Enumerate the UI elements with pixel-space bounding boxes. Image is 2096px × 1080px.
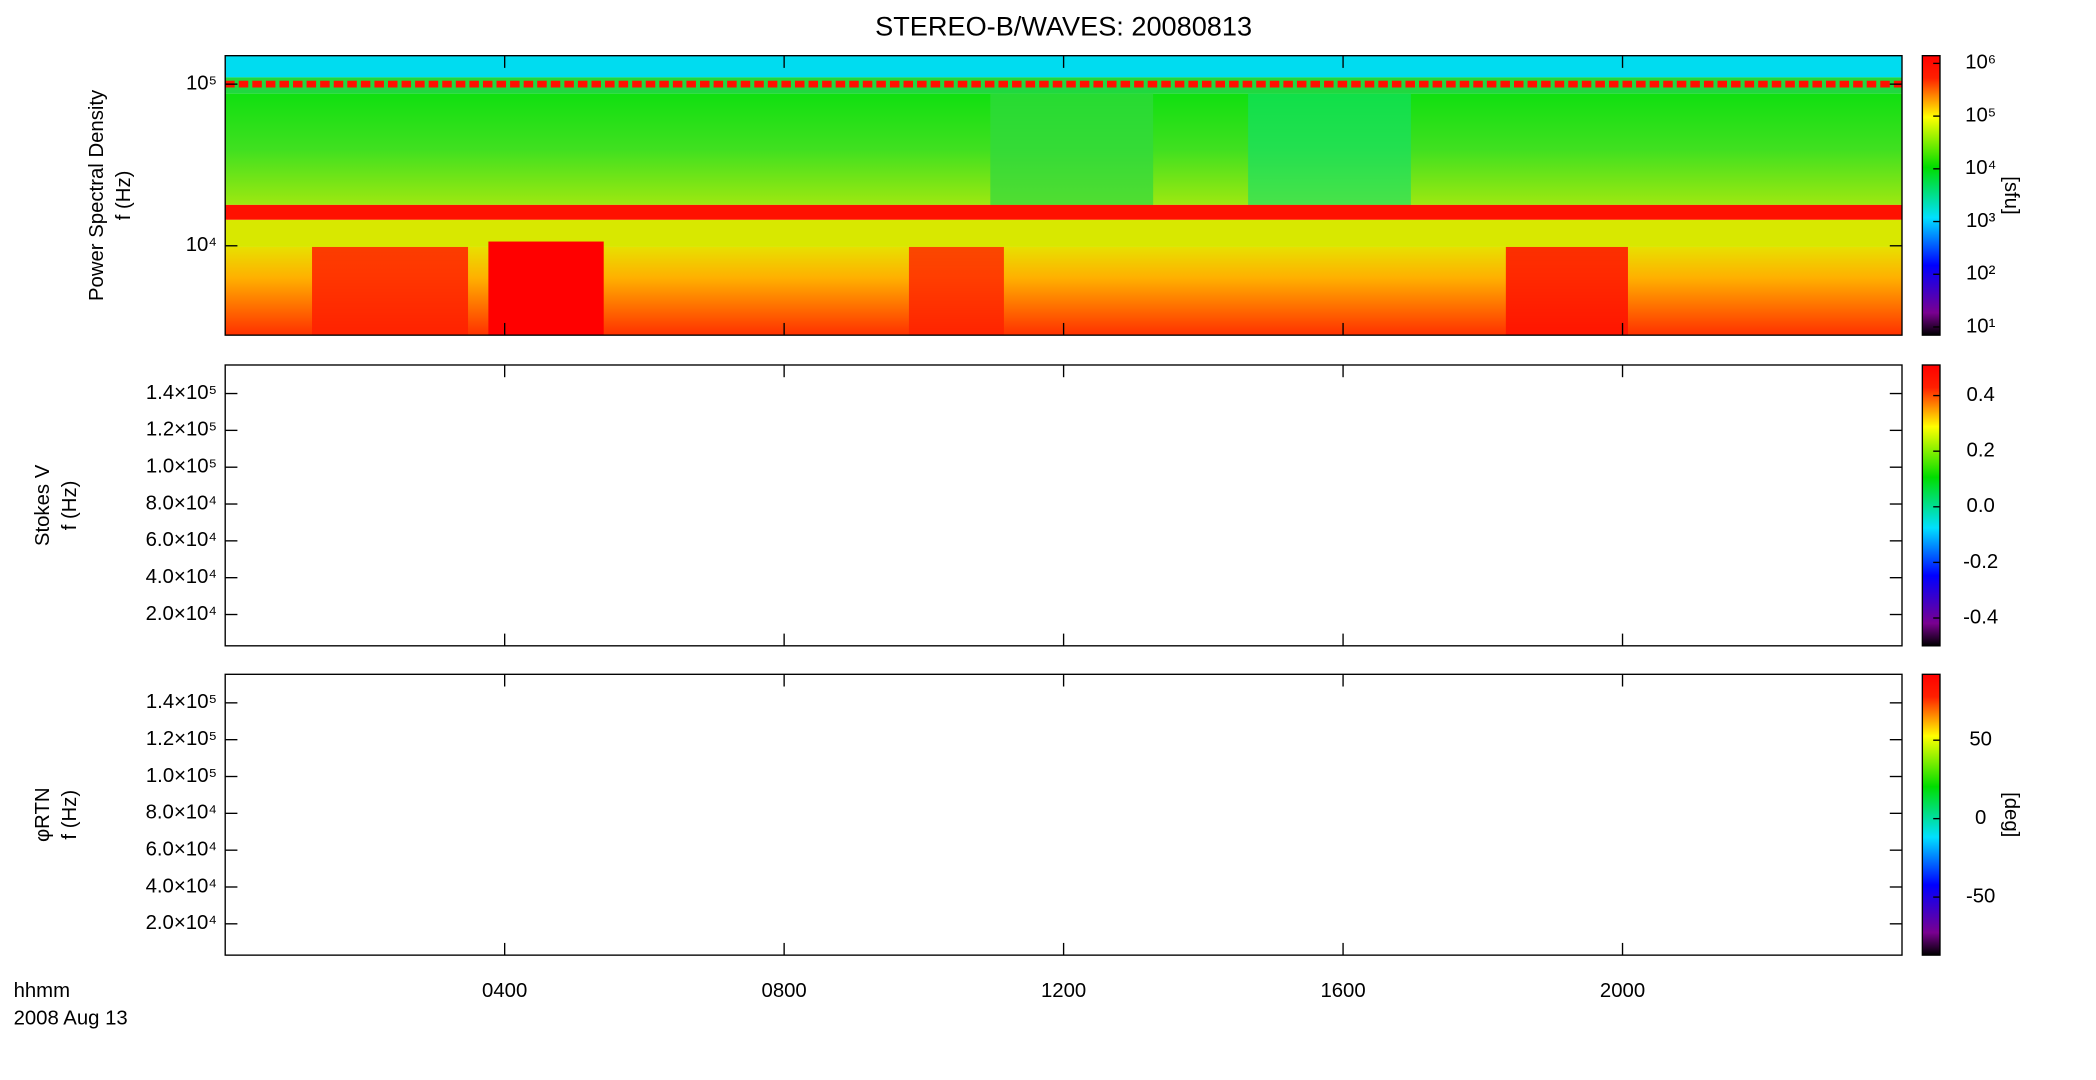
- y-tick-label: 2.0×10⁴: [146, 603, 217, 625]
- y-tick-label: 1.2×10⁵: [146, 728, 217, 750]
- y-tick-label: 1.0×10⁵: [146, 765, 217, 787]
- colorbar-tick-label: 50: [1969, 729, 1992, 751]
- colorbar-tick-label: 0.0: [1967, 495, 1995, 517]
- spectrogram-image: [225, 55, 1903, 336]
- colorbar-tick-label: 10⁵: [1965, 104, 1996, 126]
- y-axis-label: Stokes V: [32, 464, 54, 546]
- y-tick-label: 4.0×10⁴: [146, 875, 217, 897]
- colorbar-tick-label: 0.2: [1967, 440, 1995, 462]
- y-axis-label: f (Hz): [59, 790, 81, 840]
- y-tick-label: 10⁴: [186, 234, 217, 256]
- x-tick-label: 0400: [482, 980, 527, 1002]
- x-axis-date: 2008 Aug 13: [14, 1007, 128, 1029]
- colorbar-tick-label: 10³: [1966, 210, 1996, 232]
- colorbar-tick-label: -0.4: [1963, 606, 1998, 628]
- chart-title: STEREO-B/WAVES: 20080813: [875, 11, 1252, 42]
- colorbar: [1921, 673, 1941, 956]
- y-tick-label: 10⁵: [186, 73, 217, 95]
- x-tick-label: 2000: [1600, 980, 1645, 1002]
- colorbar-tick-label: 0.4: [1967, 384, 1995, 406]
- y-tick-label: 8.0×10⁴: [146, 492, 217, 514]
- y-axis-label: φRTN: [32, 787, 54, 842]
- y-tick-label: 2.0×10⁴: [146, 912, 217, 934]
- y-axis-label: f (Hz): [59, 481, 81, 531]
- x-tick-label: 1600: [1320, 980, 1365, 1002]
- colorbar-tick-label: 10⁴: [1965, 157, 1996, 179]
- y-tick-label: 8.0×10⁴: [146, 802, 217, 824]
- y-tick-label: 1.0×10⁵: [146, 456, 217, 478]
- y-tick-label: 1.4×10⁵: [146, 691, 217, 713]
- y-tick-label: 4.0×10⁴: [146, 566, 217, 588]
- x-tick-label: 1200: [1041, 980, 1086, 1002]
- colorbar-label: [sfu]: [2000, 176, 2022, 214]
- x-axis-label: hhmm: [14, 980, 70, 1002]
- y-axis-label: Power Spectral Density: [86, 89, 108, 301]
- colorbar-label: [deg]: [2000, 792, 2022, 837]
- plot-frame: [224, 673, 1903, 956]
- colorbar: [1921, 364, 1941, 647]
- colorbar-tick-label: 10⁶: [1965, 52, 1996, 74]
- y-tick-label: 1.4×10⁵: [146, 382, 217, 404]
- colorbar-tick-label: 0: [1975, 807, 1986, 829]
- colorbar-tick-label: -0.2: [1963, 551, 1998, 573]
- y-axis-label: f (Hz): [113, 171, 135, 221]
- y-tick-label: 6.0×10⁴: [146, 839, 217, 861]
- colorbar-tick-label: 10²: [1966, 263, 1996, 285]
- y-tick-label: 1.2×10⁵: [146, 419, 217, 441]
- colorbar-tick-label: -50: [1966, 885, 1995, 907]
- colorbar: [1921, 55, 1941, 336]
- colorbar-tick-label: 10¹: [1966, 315, 1996, 337]
- plot-frame: [224, 364, 1903, 647]
- x-tick-label: 0800: [762, 980, 807, 1002]
- y-tick-label: 6.0×10⁴: [146, 529, 217, 551]
